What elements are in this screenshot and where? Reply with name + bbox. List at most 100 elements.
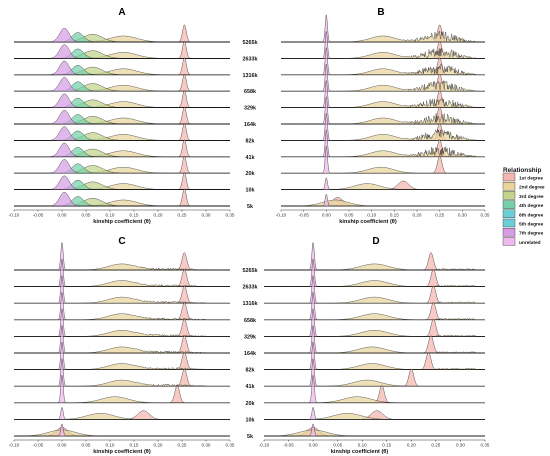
legend-item: 2nd degree [502,181,545,191]
row-label: 1316k [243,301,258,307]
ridge-unrelated [264,358,485,387]
row-label: 5k [247,204,253,210]
panel-letter: A [118,7,125,18]
x-tick-label: 0.25 [178,213,187,218]
ridge-2nd-degree [281,199,485,207]
ridge-unrelated [281,129,485,157]
ridge-2nd-degree [264,296,485,304]
x-tick-label: 0.35 [226,213,235,218]
ridge-row [264,407,485,420]
legend-swatch [502,200,516,209]
legend: Relationship 1st degree 2nd degree 3rd deg… [502,167,545,246]
ridge-row: 658k [14,291,256,324]
legend-swatch [502,191,516,200]
x-tick-label: 0.00 [322,213,331,218]
legend-label: 1st degree [519,176,543,182]
ridge-row [281,14,485,43]
ridge-row: 82k [14,341,255,374]
x-tick-label: 0.15 [390,213,399,218]
ridge-unrelated [281,193,485,207]
row-label: 10k [246,188,255,194]
row-label: 658k [244,89,256,95]
panel-a: A 5265k 2633k 1316k 658k 329k 164k 82k 41k 20k 10k… [9,7,258,225]
x-tick-label: 0.25 [435,213,444,218]
ridge-2nd-degree [14,68,230,75]
ridge-row [281,129,485,158]
ridge-row [281,177,485,190]
x-tick-label: 0.15 [382,443,391,448]
legend-item: 1st degree [502,172,543,182]
x-tick-label: -0.10 [259,443,270,448]
ridge-7th-degree [14,142,230,157]
ridge-row [264,324,485,354]
ridge-2nd-degree [281,113,485,125]
ridge-7th-degree [14,192,230,207]
ridge-unrelated [264,324,485,354]
ridge-unrelated [14,275,230,304]
ridge-unrelated [14,324,230,354]
x-tick-label: -0.10 [276,213,287,218]
x-tick-label: 0.15 [130,443,139,448]
ridge-7th-degree [14,93,230,108]
ridge-row: 329k [14,308,256,340]
ridge-row [264,308,485,337]
ridge-2nd-degree [14,134,230,141]
ridge-unrelated [264,423,485,437]
ridge-2nd-degree [14,330,230,337]
legend-item: 5th degree [502,218,544,228]
ridge-2nd-degree [14,379,230,387]
ridge-unrelated [281,177,485,190]
x-tick-label: 0.35 [481,443,490,448]
x-axis-title: kinship coefficient (θ) [93,219,151,225]
ridge-2nd-degree [14,84,230,92]
row-label: 164k [244,351,256,357]
legend-label: 6th degree [519,212,544,218]
ridge-unrelated [14,341,230,370]
ridge-row [264,275,485,304]
ridge-1st-degree [281,197,485,207]
ridge-unrelated [14,258,230,287]
legend-item: 3rd degree [502,191,544,200]
x-tick-label: -0.10 [9,213,20,218]
ridge-2nd-degree [281,80,485,92]
ridge-row [281,47,485,75]
legend-swatch [502,237,516,246]
x-tick-label: 0.20 [154,443,163,448]
ridge-row: 41k [14,139,255,161]
x-tick-label: 0.10 [106,443,115,448]
x-tick-label: 0.35 [226,443,235,448]
ridge-row: 82k [14,122,255,144]
ridge-2nd-degree [14,413,230,420]
legend-item: unrelated [502,237,541,246]
ridge-1st-degree [264,410,485,420]
x-tick-label: 0.30 [202,443,211,448]
row-label: 2633k [243,56,258,62]
legend-swatch [502,209,516,219]
ridge-2nd-degree [281,183,485,190]
x-axis-title: kinship coefficient (θ) [339,219,397,225]
row-label: 1316k [243,73,258,79]
row-label: 10k [246,417,255,423]
x-tick-label: 0.20 [407,443,416,448]
row-label: 2633k [243,285,258,291]
x-tick-label: 0.00 [58,443,67,448]
ridge-unrelated [281,112,485,141]
panel-letter: C [118,236,125,247]
ridge-row: 5265k [14,24,258,46]
ridge-row [264,374,485,403]
ridge-row [281,79,485,108]
row-label: 41k [246,384,255,390]
legend-swatch [502,172,516,182]
x-tick-label: 0.20 [413,213,422,218]
x-tick-label: 0.35 [481,213,490,218]
ridge-2nd-degree [14,117,230,125]
ridge-row [281,193,485,207]
ridge-2nd-degree [14,183,230,190]
ridge-7th-degree [14,175,230,190]
ridge-row [264,258,485,287]
panels-layer: A 5265k 2633k 1316k 658k 329k 164k 82k 41k 20k 10k… [9,7,490,455]
panel-letter: B [377,7,384,18]
ridge-2nd-degree [281,166,485,174]
ridge-row [281,112,485,141]
